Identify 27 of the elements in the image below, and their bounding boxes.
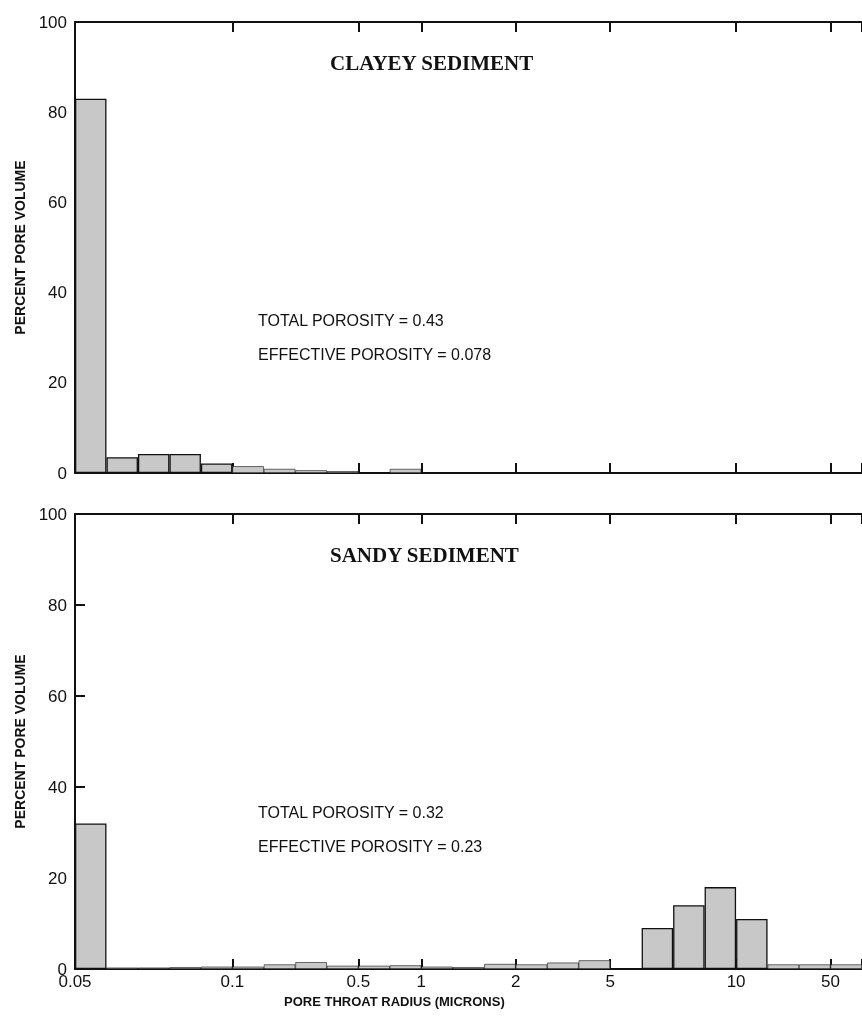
y-tick-label: 100: [38, 12, 67, 32]
x-tick-label: 2: [510, 972, 521, 991]
x-tick-label: 10: [726, 972, 746, 991]
y-tick-label: 60: [48, 686, 67, 706]
text: SANDY SEDIMENT: [330, 542, 519, 567]
x-tick-label: 0.1: [220, 972, 245, 991]
y-axis-title: PERCENT PORE VOLUME: [12, 160, 28, 335]
x-tick-label: 5: [605, 972, 615, 991]
annotation: TOTAL POROSITY = 0.43: [258, 311, 444, 329]
annotation: EFFECTIVE POROSITY = 0.23: [258, 837, 483, 855]
y-tick-label: 80: [48, 102, 67, 122]
x-tick-label: 0.5: [346, 972, 371, 991]
x-tick-label: 50: [821, 972, 840, 991]
y-tick-label: 0: [57, 463, 67, 483]
y-tick-label: 40: [48, 283, 67, 303]
annotation: TOTAL POROSITY = 0.32: [258, 803, 444, 821]
y-axis-title: PERCENT PORE VOLUME: [12, 654, 28, 829]
y-tick-label: 60: [48, 192, 67, 212]
y-tick-label: 20: [48, 868, 67, 888]
y-tick-label: 100: [38, 504, 67, 524]
x-axis-title: PORE THROAT RADIUS (MICRONS): [284, 994, 505, 1009]
annotation: EFFECTIVE POROSITY = 0.078: [258, 345, 492, 363]
x-tick-label: 1: [416, 972, 427, 991]
y-tick-label: 80: [48, 595, 67, 615]
y-tick-label: 40: [48, 777, 67, 797]
text: CLAYEY SEDIMENT: [330, 50, 534, 75]
y-tick-label: 20: [48, 373, 67, 393]
